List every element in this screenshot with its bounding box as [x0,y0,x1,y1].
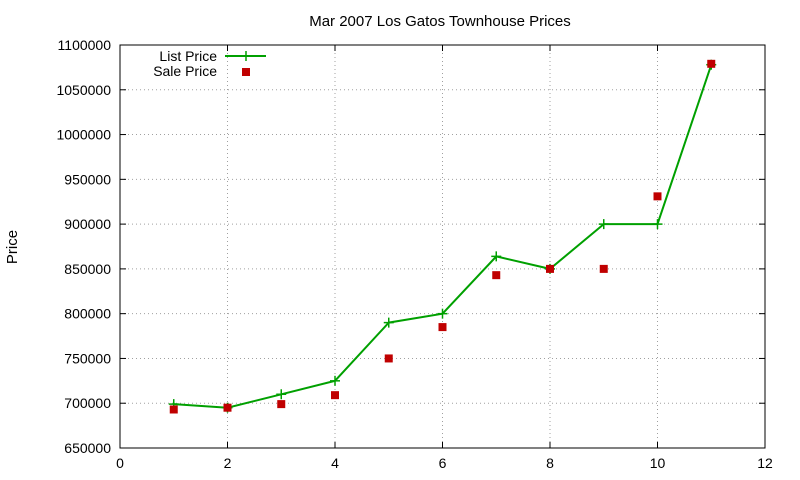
y-tick-label: 750000 [64,350,111,366]
legend-marker-list-price [241,51,251,61]
y-tick-label: 650000 [64,440,111,456]
x-tick-label: 2 [224,455,232,471]
plot-frame [119,44,766,449]
y-tick-label: 850000 [64,261,111,277]
y-tick-label: 800000 [64,306,111,322]
list-price-point [383,317,394,328]
list-price-point [598,219,609,230]
x-tick-label: 12 [757,455,773,471]
list-price-point [491,251,502,262]
list-price-point [437,308,448,319]
list-price-line [173,64,713,409]
grid [120,45,765,448]
x-tick-label: 6 [439,455,447,471]
legend-marker-sale-price [242,68,250,76]
sale-price-point [384,354,393,363]
legend: List Price Sale Price [153,48,266,79]
x-tick-label: 0 [116,455,124,471]
sale-price-point [599,264,608,273]
y-axis-label: Price [4,230,21,264]
y-tick-label: 950000 [64,171,111,187]
list-price-point [330,375,340,386]
axis-ticks: 650000 700000 750000 800000 850000 900000 9500… [56,37,773,471]
legend-label-list-price: List Price [159,48,217,64]
sale-price-point [492,271,501,280]
sale-price-point [331,391,339,400]
x-tick-label: 8 [546,455,554,471]
x-tick-label: 10 [650,455,666,471]
y-tick-label: 1000000 [56,127,111,143]
sale-price-point [223,403,232,412]
sale-price-point [653,192,662,201]
plot-area [168,59,717,414]
y-tick-label: 900000 [64,216,111,232]
list-price-point [276,389,287,400]
y-tick-label: 700000 [64,395,111,411]
y-tick-label: 1100000 [58,37,112,53]
list-price-point [652,219,663,230]
sale-price-point [169,405,178,414]
sale-price-point [546,264,554,273]
sale-price-point [707,59,716,68]
y-tick-label: 1050000 [56,82,111,98]
sale-price-point [277,400,286,409]
sale-price-point [438,323,447,332]
chart-title: Mar 2007 Los Gatos Townhouse Prices [309,13,571,30]
x-tick-label: 4 [331,455,339,471]
legend-label-sale-price: Sale Price [153,63,217,79]
